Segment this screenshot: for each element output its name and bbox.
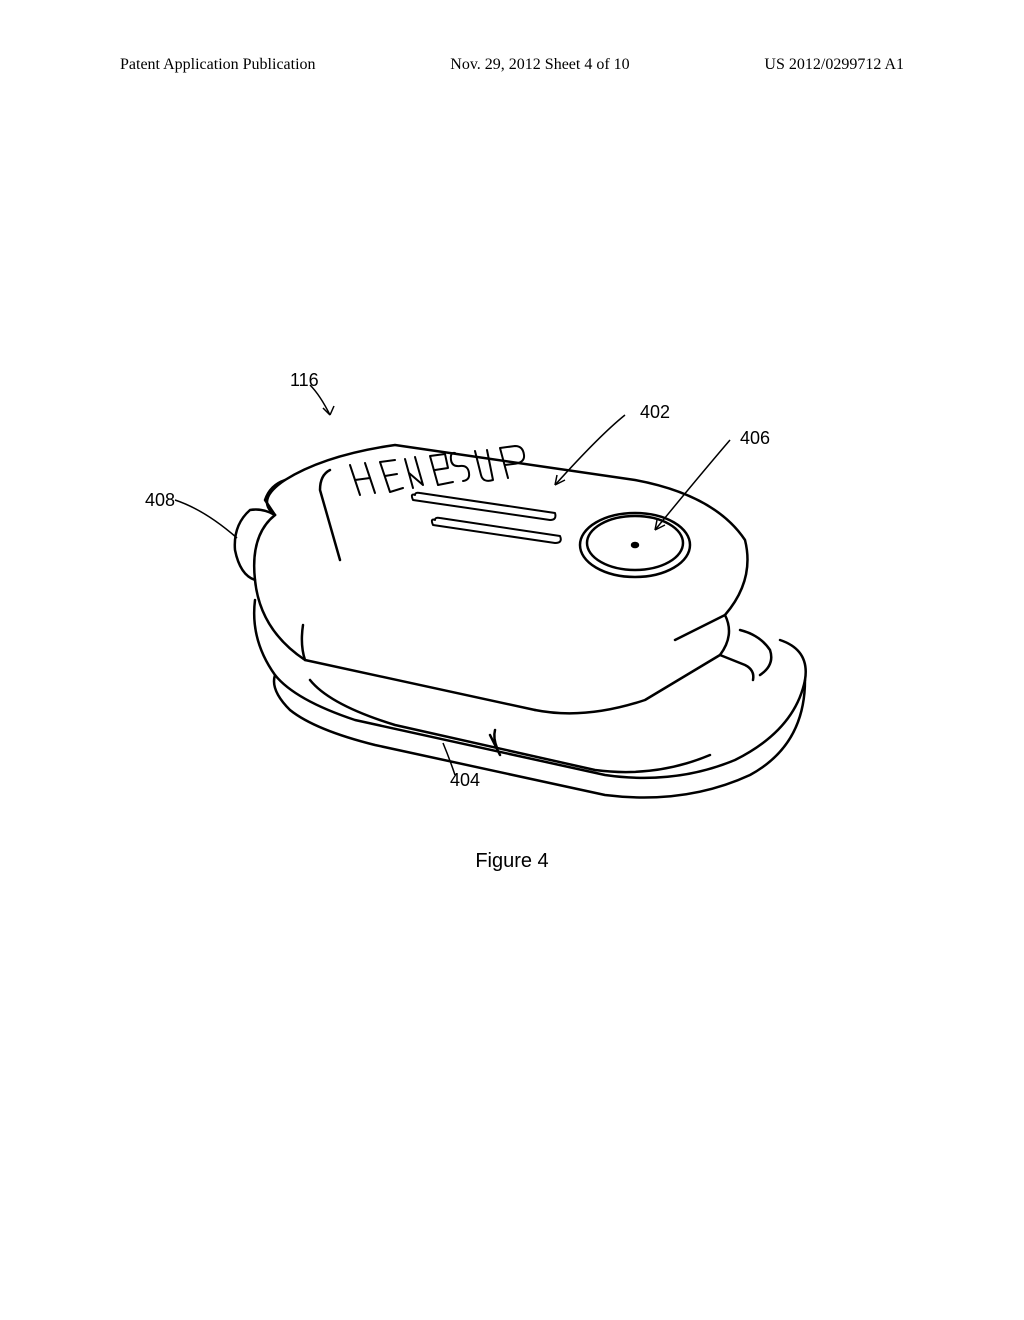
reference-numeral-116: 116 [290,370,319,391]
reference-numeral-408: 408 [145,490,175,511]
figure-caption: Figure 4 [0,850,1024,873]
header-publication-type: Patent Application Publication [120,56,316,74]
reference-numeral-402: 402 [640,402,670,423]
reference-numeral-404: 404 [450,770,480,791]
page-header: Patent Application Publication Nov. 29, … [0,56,1024,74]
reference-numeral-406: 406 [740,428,770,449]
header-date-sheet: Nov. 29, 2012 Sheet 4 of 10 [450,56,629,74]
patent-figure [155,380,835,900]
device-drawing [155,380,835,900]
header-publication-number: US 2012/0299712 A1 [764,56,904,74]
